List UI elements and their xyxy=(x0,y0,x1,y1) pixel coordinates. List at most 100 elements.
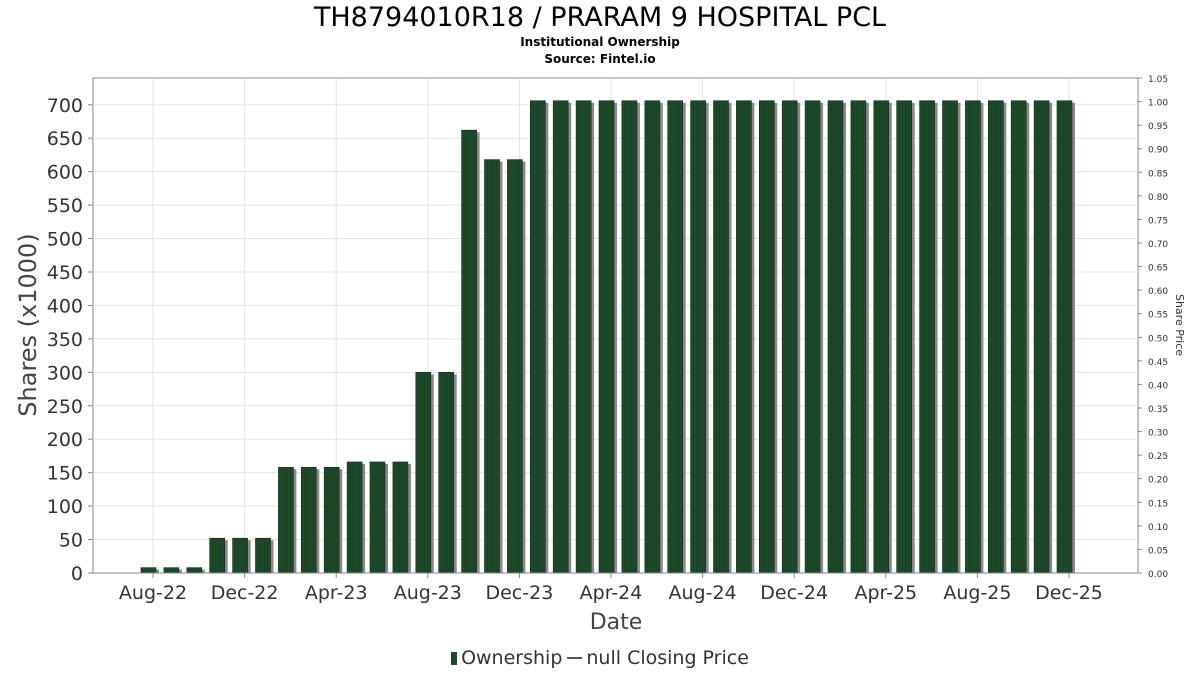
x-axis: Aug-22 Dec-22 Apr-23 Aug-23 Dec-23 Apr-24 Aug-… xyxy=(93,572,1138,604)
y-tick-label: 550 xyxy=(47,195,83,217)
y-axis-label: Shares (x1000) xyxy=(14,233,42,416)
y2-tick-label: 0.75 xyxy=(1148,216,1168,226)
ownership-bar xyxy=(942,100,958,574)
y-tick-label: 650 xyxy=(47,128,83,150)
ownership-bar xyxy=(713,100,729,574)
y2-tick-label: 0.10 xyxy=(1148,523,1168,533)
ownership-bar xyxy=(987,100,1004,574)
y-tick-label: 350 xyxy=(47,329,83,351)
ownership-bar xyxy=(873,100,890,574)
y2-tick-label: 0.45 xyxy=(1148,358,1168,368)
x-tick-label: Dec-23 xyxy=(485,582,553,604)
chart-subtitle: Institutional Ownership xyxy=(520,35,680,49)
y-tick-label: 500 xyxy=(47,229,83,251)
ownership-bar xyxy=(392,461,409,574)
ownership-bar xyxy=(781,100,798,574)
y2-tick-label: 0.70 xyxy=(1148,240,1168,250)
y2-tick-label: 0.00 xyxy=(1148,570,1168,580)
ownership-bar xyxy=(690,100,706,574)
ownership-bar xyxy=(919,100,935,574)
y2-tick-label: 0.90 xyxy=(1148,146,1168,156)
ownership-bar xyxy=(1056,100,1073,574)
ownership-bar xyxy=(1010,100,1027,574)
y2-tick-label: 0.50 xyxy=(1148,334,1168,344)
legend-price-line xyxy=(567,657,583,659)
ownership-bar xyxy=(232,537,248,574)
legend-ownership-label: Ownership xyxy=(461,647,563,669)
ownership-bar xyxy=(438,372,455,574)
ownership-bar xyxy=(896,100,913,574)
ownership-bar xyxy=(667,100,684,574)
y2-tick-label: 0.60 xyxy=(1148,287,1168,297)
y2-tick-label: 1.05 xyxy=(1148,75,1168,85)
x-axis-label: Date xyxy=(590,610,643,635)
ownership-bar xyxy=(644,100,661,574)
y2-tick-label: 0.85 xyxy=(1148,169,1168,179)
x-tick-label: Aug-22 xyxy=(119,582,187,604)
x-tick-label: Dec-25 xyxy=(1035,582,1103,604)
ownership-bar xyxy=(300,467,317,574)
y2-axis-label: Share Price xyxy=(1173,294,1186,356)
y-axis-right: 0.00 0.05 0.10 0.15 0.20 0.25 0.30 0.35 0.40 0.45… xyxy=(1138,75,1168,580)
ownership-bar xyxy=(575,100,592,574)
ownership-bar xyxy=(850,100,867,574)
y2-tick-label: 0.95 xyxy=(1148,122,1168,132)
x-tick-label: Dec-22 xyxy=(211,582,279,604)
ownership-bar xyxy=(827,100,844,574)
ownership-bar xyxy=(484,159,500,574)
x-tick-label: Dec-24 xyxy=(760,582,828,604)
y-tick-label: 700 xyxy=(47,95,83,117)
legend-ownership-swatch xyxy=(451,652,458,665)
ownership-bar xyxy=(1033,100,1050,574)
legend-price-label: null Closing Price xyxy=(586,647,749,669)
y2-tick-label: 0.80 xyxy=(1148,193,1168,203)
ownership-bar xyxy=(209,537,225,574)
y-tick-label: 50 xyxy=(59,530,83,552)
legend: Ownership null Closing Price xyxy=(0,647,1200,669)
y-tick-label: 100 xyxy=(47,496,83,518)
ownership-bar xyxy=(415,372,432,574)
y-tick-label: 400 xyxy=(47,295,83,317)
x-tick-label: Apr-25 xyxy=(854,582,917,604)
y-tick-label: 300 xyxy=(47,362,83,384)
ownership-bar xyxy=(323,467,340,574)
y2-tick-label: 0.30 xyxy=(1148,429,1168,439)
y-tick-label: 0 xyxy=(71,563,83,585)
x-tick-label: Apr-24 xyxy=(580,582,643,604)
y-axis-left: 0 50 100 150 200 250 300 350 400 450 500 550 600 650 7… xyxy=(47,95,93,585)
y2-tick-label: 0.55 xyxy=(1148,311,1168,321)
bar-series xyxy=(140,100,1075,574)
y2-tick-label: 0.35 xyxy=(1148,405,1168,415)
x-tick-label: Apr-23 xyxy=(305,582,368,604)
ownership-bar xyxy=(346,461,363,574)
ownership-bar xyxy=(278,467,294,574)
x-tick-label: Aug-24 xyxy=(669,582,737,604)
ownership-bar xyxy=(369,461,386,574)
y-tick-label: 250 xyxy=(47,396,83,418)
ownership-bar xyxy=(804,100,821,574)
ownership-bar xyxy=(461,129,477,574)
ownership-bar xyxy=(621,100,638,574)
y2-tick-label: 0.25 xyxy=(1148,452,1168,462)
y2-tick-label: 0.05 xyxy=(1148,546,1168,556)
ownership-bar xyxy=(140,567,157,574)
y-tick-label: 200 xyxy=(47,429,83,451)
y-tick-label: 150 xyxy=(47,463,83,485)
ownership-bar xyxy=(736,100,752,574)
y2-tick-label: 0.65 xyxy=(1148,264,1168,274)
ownership-bar xyxy=(255,537,271,574)
ownership-bar xyxy=(163,567,180,574)
ownership-bar xyxy=(529,100,546,574)
ownership-bar xyxy=(507,159,523,574)
x-tick-label: Aug-23 xyxy=(394,582,462,604)
ownership-bar xyxy=(965,100,981,574)
y2-tick-label: 0.20 xyxy=(1148,476,1168,486)
y-tick-label: 450 xyxy=(47,262,83,284)
y2-tick-label: 0.40 xyxy=(1148,381,1168,391)
y-tick-label: 600 xyxy=(47,162,83,184)
ownership-bar xyxy=(552,100,569,574)
y2-tick-label: 1.00 xyxy=(1148,99,1168,109)
ownership-bar xyxy=(758,100,775,574)
chart-title: TH8794010R18 / PRARAM 9 HOSPITAL PCL xyxy=(313,2,887,33)
